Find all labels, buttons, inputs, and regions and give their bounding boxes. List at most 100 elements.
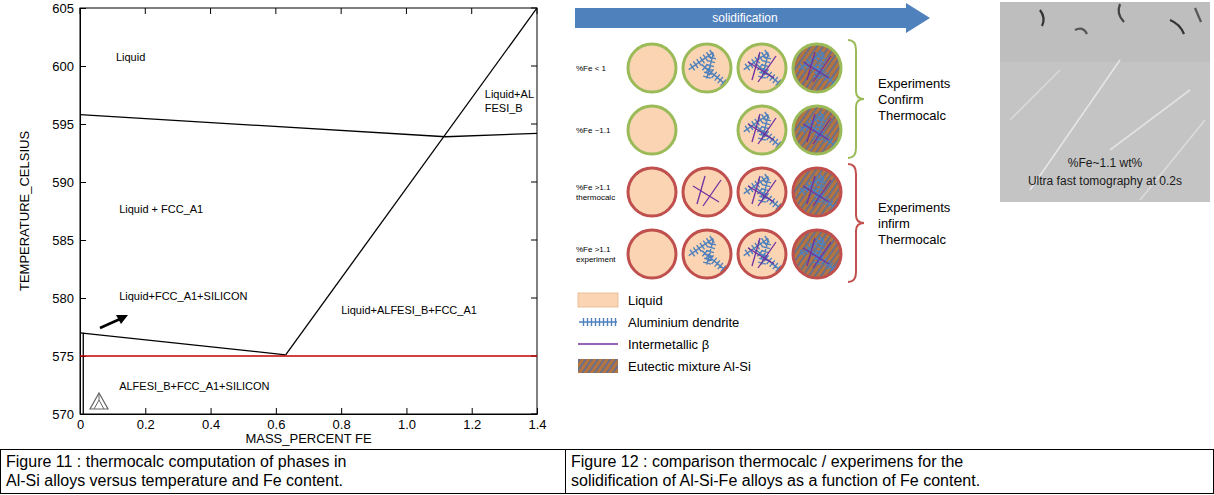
stage — [793, 44, 841, 92]
row-label: %Fe >1.1 — [576, 245, 611, 254]
region-label: Liquid+ALFESI_B+FCC_A1 — [341, 304, 477, 316]
figure-caption: solidification of Al-Si-Fe alloys as a f… — [571, 472, 980, 489]
stage-outline — [738, 44, 786, 92]
legend-swatch — [578, 293, 618, 307]
x-tick-label: 0.4 — [202, 417, 220, 432]
y-tick-mark — [80, 8, 86, 9]
x-tick: 0.2 — [137, 408, 155, 432]
y-tick: 595 — [52, 117, 86, 132]
top-tick-mark — [471, 8, 472, 14]
stage — [683, 44, 731, 92]
liquid-fill — [793, 168, 841, 216]
dendrites — [689, 50, 726, 86]
y-axis: 570575580585590595600605 — [52, 1, 86, 422]
group-brace — [848, 40, 864, 158]
group-label: Experiments — [878, 200, 951, 215]
right-tick-mark — [531, 298, 537, 299]
group-label: Thermocalc — [878, 232, 946, 247]
intermetallic-needles — [803, 52, 831, 82]
stage — [628, 230, 676, 278]
tomography-image: %Fe~1.1 wt%Ultra fast tomography at 0.2s — [1000, 2, 1210, 202]
region-label: Liquid+FCC_A1+SILICON — [119, 290, 247, 302]
software-logo — [90, 393, 108, 409]
liquid-fill — [683, 168, 731, 216]
legend-swatch — [578, 343, 618, 345]
region-labels: LiquidLiquid + FCC_A1Liquid+FCC_A1+SILIC… — [116, 51, 534, 392]
eutectic-fill — [793, 168, 841, 216]
dendrites — [689, 236, 726, 272]
group-label: infirm — [878, 216, 910, 231]
x-tick: 1.2 — [463, 408, 481, 432]
x-tick-label: 0 — [77, 417, 84, 432]
intermetallic-needles — [803, 238, 831, 268]
stage-outline — [738, 230, 786, 278]
dendrites — [744, 112, 781, 148]
stage — [793, 230, 841, 278]
x-tick: 0.4 — [202, 408, 220, 432]
figure-caption: Figure 12 : comparison thermocalc / expe… — [571, 453, 963, 470]
stage — [738, 168, 786, 216]
x-tick: 1.0 — [398, 408, 416, 432]
y-tick-label: 585 — [52, 233, 74, 248]
x-tick-label: 1.4 — [528, 417, 546, 432]
x-tick-mark — [472, 408, 473, 414]
top-tick-mark — [341, 8, 342, 14]
intermetallic-needles — [803, 176, 831, 206]
stage-outline — [793, 44, 841, 92]
right-tick-mark — [531, 240, 537, 241]
liquid-fill — [683, 230, 731, 278]
x-tick-mark — [211, 408, 212, 414]
x-tick-label: 0.2 — [137, 417, 155, 432]
dendrites — [799, 236, 836, 272]
y-tick: 580 — [52, 291, 86, 306]
liquid-fill — [628, 168, 676, 216]
x-tick: 1.4 — [528, 408, 546, 432]
banner-label: solidification — [712, 11, 777, 25]
region-label: Liquid + FCC_A1 — [119, 203, 203, 215]
row-label: experiment — [576, 255, 616, 264]
legend-label: Eutectic mixture Al-Si — [628, 359, 751, 374]
liquid-fill — [628, 106, 676, 154]
dendrites — [744, 236, 781, 272]
stage-outline — [628, 230, 676, 278]
stage — [793, 106, 841, 154]
liquid-fill — [793, 230, 841, 278]
y-tick-mark — [80, 124, 86, 125]
x-tick-label: 1.2 — [463, 417, 481, 432]
y-tick-label: 590 — [52, 175, 74, 190]
caption-table: Figure 11 : thermocalc computation of ph… — [1, 450, 1214, 494]
liquid-fill — [738, 230, 786, 278]
legend: LiquidAluminium dendriteIntermetallic βE… — [578, 293, 751, 374]
solidification-schematic: %Fe < 1%Fe ~1.1ExperimentsConfirmThermoc… — [576, 40, 951, 282]
x-tick-label: 1.0 — [398, 417, 416, 432]
liquid-fill — [793, 106, 841, 154]
stage — [738, 230, 786, 278]
intermetallic-needles — [748, 176, 776, 206]
y-tick: 600 — [52, 59, 86, 74]
group-brace — [848, 164, 864, 282]
stage — [793, 168, 841, 216]
y-tick-mark — [80, 66, 86, 67]
top-ticks — [80, 8, 537, 14]
x-axis: 00.20.40.60.81.01.21.4 — [77, 408, 547, 432]
y-tick-mark — [80, 182, 86, 183]
pointer-arrow-shaft — [100, 319, 120, 328]
x-tick-label: 0.6 — [267, 417, 285, 432]
top-tick-mark — [145, 8, 146, 14]
region-label: FESI_B — [485, 102, 523, 114]
dendrites — [799, 174, 836, 210]
intermetallic-needles — [693, 176, 721, 206]
stage — [683, 230, 731, 278]
phase-boundary — [80, 115, 537, 137]
y-tick-label: 595 — [52, 117, 74, 132]
caption-border — [1, 450, 1214, 494]
eutectic-fill — [793, 106, 841, 154]
legend-swatch — [579, 318, 617, 326]
x-tick-mark — [537, 408, 538, 414]
liquid-fill — [793, 44, 841, 92]
stage — [683, 168, 731, 216]
caption-divider — [565, 450, 566, 494]
image-caption: Ultra fast tomography at 0.2s — [1028, 174, 1182, 188]
group-label: Thermocalc — [878, 108, 946, 123]
stage-outline — [793, 230, 841, 278]
